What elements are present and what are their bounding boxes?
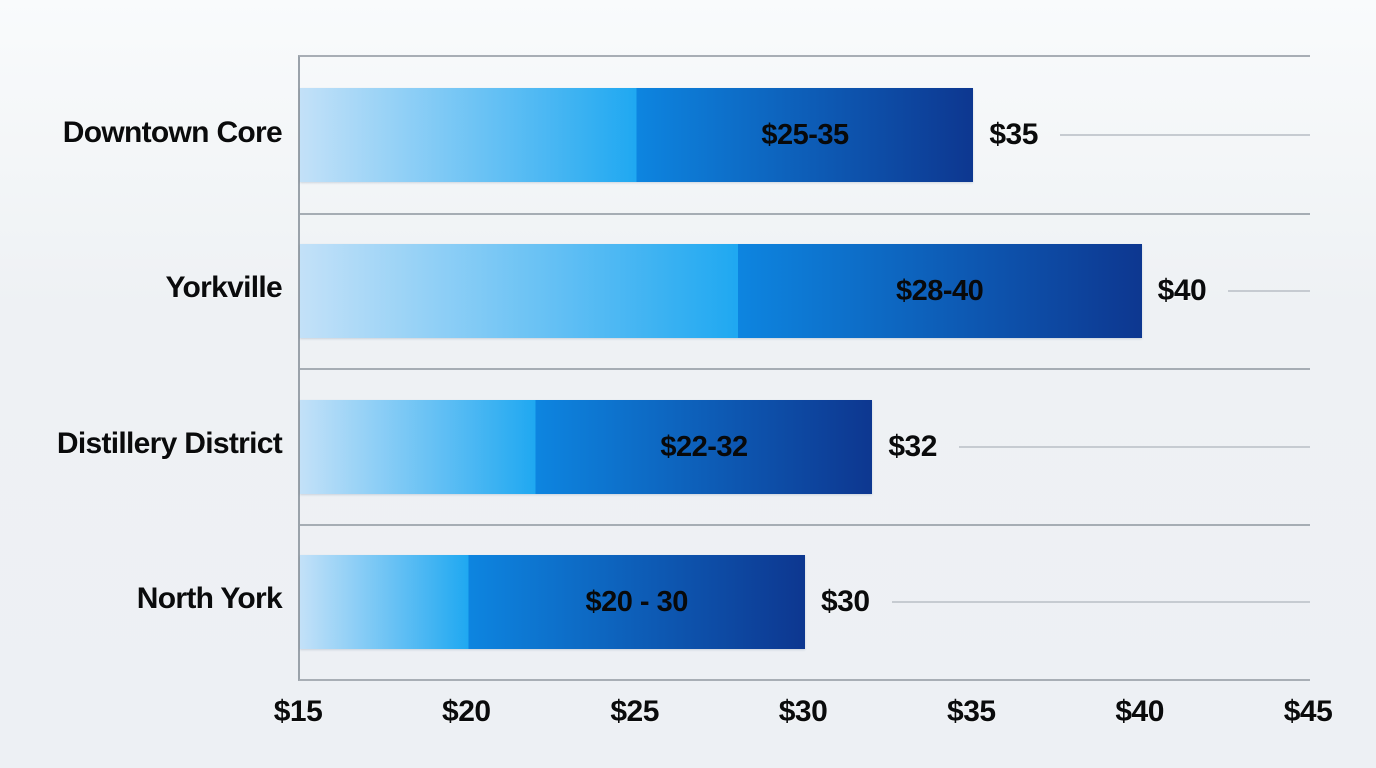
end-value-label: $40 [1157,274,1207,308]
range-label: $28-40 [895,275,984,308]
bar-row: $20 - 30 $30 [300,523,1310,680]
category-label: Distillery District [56,426,283,460]
leader-line [958,445,1310,448]
leader-line [891,601,1310,604]
price-bar: $20 - 30 [300,555,805,650]
end-value-label: $32 [888,429,937,463]
range-label: $22-32 [660,430,748,463]
range-label: $20 - 30 [585,586,688,619]
x-tick-label: $40 [1115,695,1164,728]
bar-row: $25-35 $35 [300,57,1310,213]
x-tick-label: $25 [610,695,659,728]
x-tick-label: $30 [778,695,828,728]
x-tick-label: $20 [442,695,491,728]
price-bar: $28-40 [300,244,1142,339]
category-axis: Downtown Core Yorkville Distillery Distr… [0,55,283,677]
leader-line [1059,133,1310,136]
end-value-label: $30 [821,585,870,619]
plot-area: $25-35 $35 $28-40 $40 $22-32 $32 $20 - 3… [298,55,1310,681]
category-label: North York [136,582,283,616]
price-bar: $25-35 [300,87,974,182]
end-value-label: $35 [989,117,1038,151]
category-label: Yorkville [165,271,282,305]
x-axis: $15 $20 $25 $30 $35 $40 $45 [274,690,1333,734]
bar-row: $22-32 $32 [300,368,1310,524]
x-tick-label: $35 [947,695,996,728]
range-label: $25-35 [761,118,849,151]
x-tick-label: $15 [273,695,323,728]
price-bar: $22-32 [300,399,873,494]
leader-line [1228,290,1310,293]
category-label: Downtown Core [62,115,283,149]
x-tick-label: $45 [1283,695,1333,728]
bar-row: $28-40 $40 [300,212,1310,369]
